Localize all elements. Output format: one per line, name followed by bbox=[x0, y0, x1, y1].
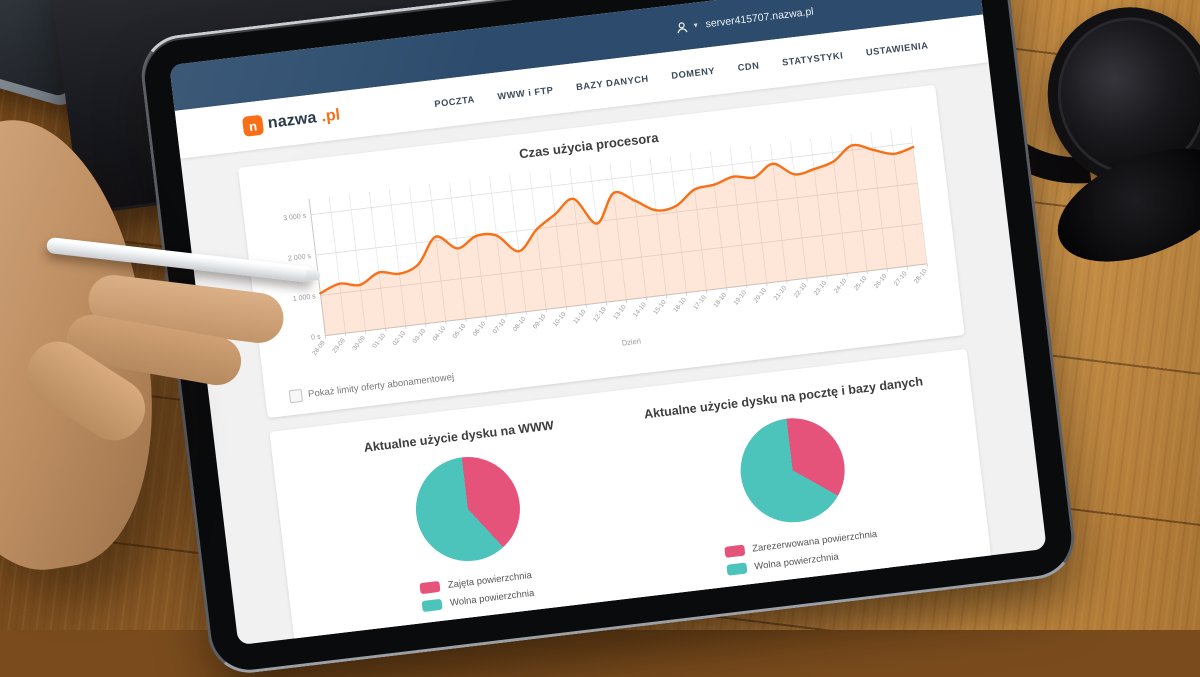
svg-text:28-09: 28-09 bbox=[311, 339, 327, 357]
account-menu[interactable]: ▾ server415707.nazwa.pl bbox=[675, 5, 814, 34]
mail-db-disk-section: Aktualne użycie dysku na pocztę i bazy d… bbox=[620, 372, 966, 586]
logo-tld: .pl bbox=[321, 106, 342, 126]
www-disk-section: Aktualne użycie dysku na WWW Zajęta powi… bbox=[296, 410, 642, 624]
legend-label: Zajęta powierzchnia bbox=[447, 570, 532, 591]
mail-db-disk-legend: Zarezerwowana powierzchnia Wolna powierz… bbox=[724, 529, 880, 576]
svg-text:17-10: 17-10 bbox=[692, 294, 708, 312]
svg-text:05-10: 05-10 bbox=[452, 323, 468, 341]
www-disk-pie bbox=[410, 451, 526, 567]
svg-text:15-10: 15-10 bbox=[652, 299, 668, 317]
legend-label: Wolna powierzchnia bbox=[754, 551, 840, 572]
svg-text:13-10: 13-10 bbox=[612, 303, 628, 321]
user-icon bbox=[675, 20, 689, 34]
svg-text:0 s: 0 s bbox=[311, 334, 322, 342]
tablet: ▾ server415707.nazwa.pl n nazwa.pl POCZT… bbox=[137, 0, 1079, 677]
nav-item-poczta[interactable]: POCZTA bbox=[434, 94, 475, 109]
svg-text:30-09: 30-09 bbox=[351, 335, 367, 353]
svg-text:03-10: 03-10 bbox=[411, 327, 427, 345]
svg-text:14-10: 14-10 bbox=[632, 301, 648, 319]
svg-text:27-10: 27-10 bbox=[893, 270, 909, 288]
chevron-down-icon: ▾ bbox=[693, 21, 698, 29]
account-label: server415707.nazwa.pl bbox=[705, 6, 814, 31]
www-disk-pie-title: Aktualne użycie dysku na WWW bbox=[363, 418, 554, 455]
svg-text:04-10: 04-10 bbox=[432, 325, 448, 343]
svg-text:19-10: 19-10 bbox=[732, 289, 748, 307]
svg-text:3 000 s: 3 000 s bbox=[283, 213, 307, 223]
svg-text:23-10: 23-10 bbox=[813, 280, 829, 298]
svg-text:09-10: 09-10 bbox=[532, 313, 548, 331]
nazwa-logo[interactable]: n nazwa.pl bbox=[242, 105, 341, 136]
mail-db-disk-pie bbox=[734, 413, 850, 529]
legend-swatch bbox=[726, 562, 747, 575]
legend-swatch bbox=[422, 599, 443, 612]
svg-text:20-10: 20-10 bbox=[752, 287, 768, 305]
svg-text:28-10: 28-10 bbox=[913, 268, 929, 286]
svg-text:16-10: 16-10 bbox=[672, 296, 688, 314]
logo-name: nazwa bbox=[267, 109, 318, 133]
svg-text:06-10: 06-10 bbox=[472, 320, 488, 338]
nazwa-logo-icon: n bbox=[242, 115, 264, 137]
limits-checkbox[interactable] bbox=[289, 389, 303, 403]
svg-text:24-10: 24-10 bbox=[833, 277, 849, 295]
svg-text:10-10: 10-10 bbox=[552, 311, 568, 329]
svg-text:18-10: 18-10 bbox=[712, 291, 728, 309]
mail-db-disk-pie-title: Aktualne użycie dysku na pocztę i bazy d… bbox=[643, 374, 923, 421]
nav-item-statystyki[interactable]: STATYSTYKI bbox=[782, 50, 844, 67]
svg-text:12-10: 12-10 bbox=[592, 306, 608, 324]
nav-item-domeny[interactable]: DOMENY bbox=[671, 66, 716, 81]
svg-text:2 000 s: 2 000 s bbox=[288, 253, 312, 263]
svg-text:07-10: 07-10 bbox=[492, 318, 508, 336]
svg-text:11-10: 11-10 bbox=[572, 308, 588, 325]
nav-item-www-ftp[interactable]: WWW i FTP bbox=[497, 85, 554, 102]
svg-text:02-10: 02-10 bbox=[391, 330, 407, 348]
svg-text:01-10: 01-10 bbox=[371, 332, 387, 350]
svg-text:29-09: 29-09 bbox=[331, 337, 347, 355]
tablet-screen: ▾ server415707.nazwa.pl n nazwa.pl POCZT… bbox=[169, 0, 1046, 645]
nav-item-cdn[interactable]: CDN bbox=[737, 60, 760, 72]
legend-label: Wolna powierzchnia bbox=[449, 588, 535, 609]
svg-text:26-10: 26-10 bbox=[873, 272, 889, 290]
svg-text:22-10: 22-10 bbox=[793, 282, 809, 300]
svg-text:21-10: 21-10 bbox=[773, 284, 789, 302]
svg-text:1 000 s: 1 000 s bbox=[293, 293, 317, 303]
www-disk-legend: Zajęta powierzchnia Wolna powierzchnia bbox=[419, 570, 534, 612]
svg-text:08-10: 08-10 bbox=[512, 315, 528, 333]
svg-text:Dzień: Dzień bbox=[621, 336, 641, 347]
desk-scene: ▾ server415707.nazwa.pl n nazwa.pl POCZT… bbox=[0, 0, 1200, 630]
nav-item-ustawienia[interactable]: USTAWIENIA bbox=[865, 40, 928, 57]
legend-swatch bbox=[419, 581, 440, 594]
svg-text:25-10: 25-10 bbox=[853, 275, 869, 293]
nav-item-bazy-danych[interactable]: BAZY DANYCH bbox=[576, 74, 650, 93]
legend-swatch bbox=[724, 545, 745, 558]
